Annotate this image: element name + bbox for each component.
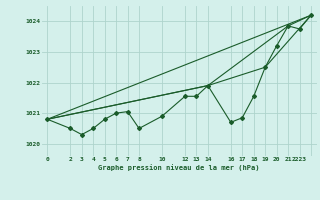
- X-axis label: Graphe pression niveau de la mer (hPa): Graphe pression niveau de la mer (hPa): [99, 164, 260, 171]
